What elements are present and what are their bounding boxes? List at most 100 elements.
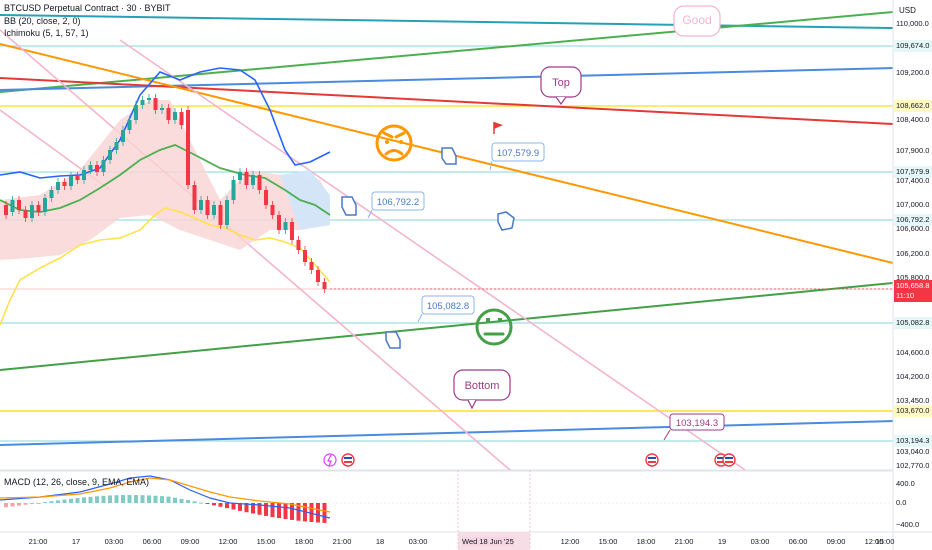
symbol-legend[interactable]: BTCUSD Perpetual Contract · 30 · BYBIT [4,3,171,14]
candle [69,176,73,186]
macd-histogram-bar [75,498,80,503]
macd-histogram-bar [56,500,60,503]
symbol-title: BTCUSD Perpetual Contract · 30 · BYBIT [4,3,171,13]
candle [290,222,294,240]
price-axis-label: 106,600.0 [896,224,930,233]
candle [140,100,145,105]
macd-histogram-bar [218,503,223,507]
pointing-hand-icon[interactable] [497,211,515,231]
current-price-tag: 105,658.8 11:10 [894,280,932,302]
candle [95,165,99,172]
candle [179,112,184,125]
macd-histogram-bar [114,495,119,503]
red-flag-icon[interactable] [493,122,503,134]
macd-histogram-bar [82,497,86,503]
macd-histogram-bar [264,503,268,516]
candle [296,240,301,250]
candle [134,105,138,120]
time-axis-label: 12:00 [560,537,580,546]
ichimoku-label: Ichimoku (5, 1, 57, 1) [4,28,89,38]
callout-103194-label: 103,194.3 [676,418,718,429]
time-axis-label: 18:00 [636,537,656,546]
callout-103194[interactable]: 103,194.3 [663,413,725,441]
neutral-face-icon[interactable] [475,308,513,346]
us-flag-icon[interactable] [645,453,659,467]
lightning-icon[interactable] [323,453,337,467]
macd-histogram-bar [270,503,275,518]
candle [316,270,320,282]
macd-legend[interactable]: MACD (12, 26, close, 9, EMA, EMA) [4,477,149,488]
time-axis-label: 18 [375,537,385,546]
time-axis-label: 12:00 [864,537,884,546]
time-axis-label: 03:00 [408,537,428,546]
candle [75,176,80,180]
angry-face-icon[interactable] [375,124,413,162]
time-axis-label: 15:00 [256,537,276,546]
pointing-hand-icon[interactable] [385,331,401,349]
price-tag-106792: 106,792.2 [894,214,932,226]
price-axis-label: 109,200.0 [896,68,930,77]
ichimoku-legend[interactable]: Ichimoku (5, 1, 57, 1) [4,28,89,39]
time-axis-label: 15:00 [598,537,618,546]
time-axis-label: 17 [71,537,81,546]
macd-histogram-bar [95,496,99,503]
candle [192,185,197,210]
candle [17,200,21,210]
macd-histogram-bar [212,503,216,506]
macd-histogram-bar [108,495,112,503]
macd-histogram-bar [296,503,301,521]
macd-histogram-bar [231,503,236,510]
price-axis-label: 102,770.0 [896,461,930,470]
macd-histogram-bar [173,497,177,503]
macd-histogram-bar [88,496,93,503]
price-axis-label: 107,000.0 [896,200,930,209]
callout-107579-label: 107,579.9 [497,148,539,159]
bb-legend[interactable]: BB (20, close, 2, 0) [4,16,81,27]
candle [283,222,288,230]
candle [160,108,164,110]
macd-histogram-bar [153,495,158,503]
candle [231,180,236,200]
candle [88,165,93,170]
price-axis-label: 105,800.0 [896,273,930,282]
price-tag-105082: 105,082.8 [894,317,932,329]
price-axis-label: 104,200.0 [896,372,930,381]
callout-106792[interactable]: 106,792.2 [367,191,425,219]
price-tag-107579: 107,579.9 [894,166,932,178]
macd-histogram-bar [10,503,15,507]
macd-histogram-bar [238,503,242,511]
macd-histogram-bar [127,495,132,503]
macd-histogram-bar [101,495,106,503]
candle [114,142,119,150]
macd-histogram-bar [290,503,294,520]
time-axis-label: 12:00 [218,537,238,546]
time-axis-label: 19 [717,537,727,546]
macd-histogram-bar [309,503,314,522]
candle [205,200,210,215]
callout-107579[interactable]: 107,579.9 [489,142,545,171]
macd-histogram-bar [4,503,8,508]
pointing-hand-icon[interactable] [441,147,457,165]
price-axis-label: 103,450.0 [896,396,930,405]
macd-histogram-bar [205,503,210,504]
us-flag-icon[interactable] [722,453,736,467]
bottom-callout[interactable]: Bottom [453,369,511,410]
pointing-hand-icon[interactable] [341,196,357,216]
candle [153,98,158,110]
good-callout[interactable]: Good [673,5,721,37]
price-axis-label: 104,600.0 [896,348,930,357]
candle [218,205,223,225]
candle [270,205,275,215]
candle [62,182,67,186]
candle [186,110,190,185]
price-tag-108662: 108,662.0 [894,100,932,112]
candle [101,160,106,172]
price-tag-103194: 103,194.3 [894,435,932,447]
us-flag-icon[interactable] [341,453,355,467]
time-axis-label: 21:00 [28,537,48,546]
macd-histogram-bar [69,498,73,503]
callout-105082[interactable]: 105,082.8 [417,295,475,323]
top-callout[interactable]: Top [540,66,582,106]
candle [309,262,314,270]
